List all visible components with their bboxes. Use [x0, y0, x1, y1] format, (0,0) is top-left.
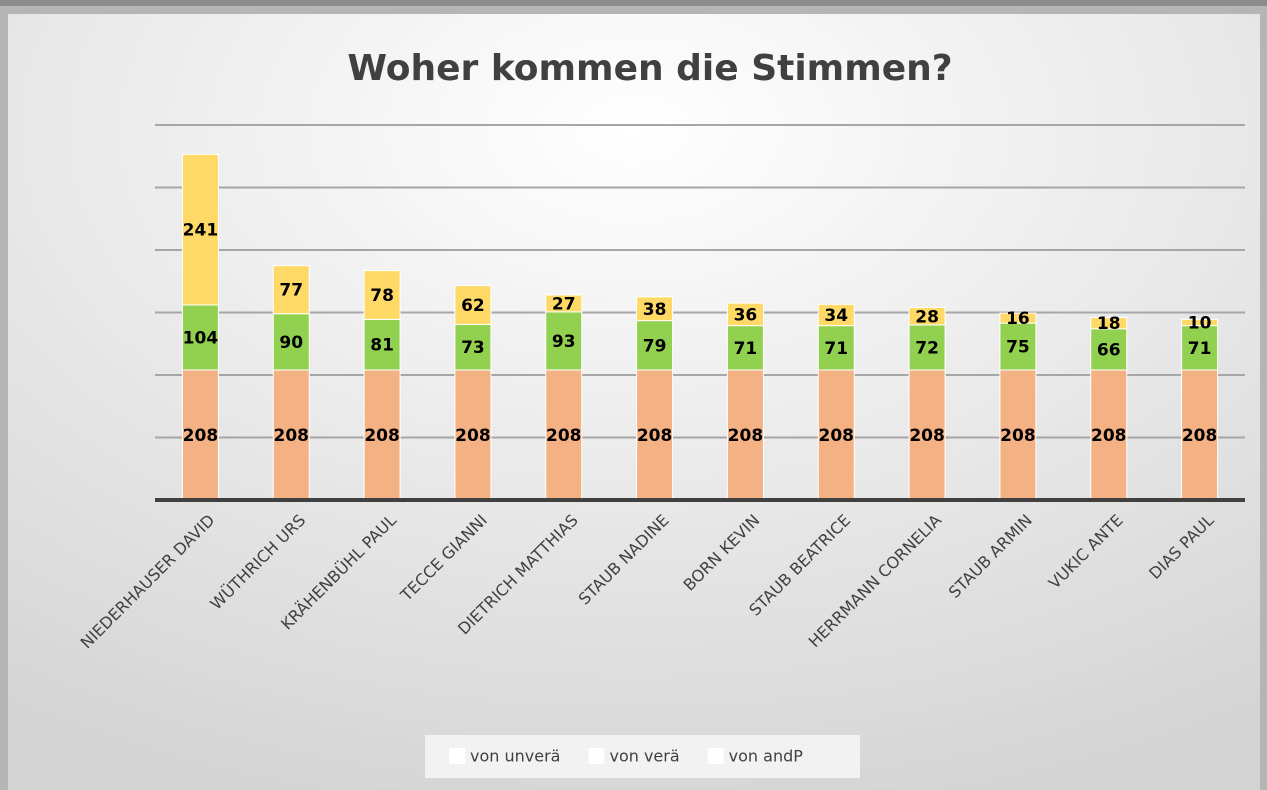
- legend-label: von andP: [729, 747, 804, 766]
- legend-swatch: [449, 748, 465, 764]
- bar-segment: [545, 294, 583, 313]
- data-label: 71: [824, 339, 848, 359]
- bar-segment: [817, 325, 855, 371]
- data-label: 16: [1006, 309, 1030, 329]
- data-label: 208: [1182, 426, 1218, 446]
- data-label: 18: [1097, 314, 1121, 334]
- legend-swatch: [707, 748, 724, 764]
- data-label: 36: [734, 305, 758, 325]
- bar-segment: [908, 307, 946, 326]
- bar-segment: [817, 303, 855, 327]
- data-label: 90: [279, 333, 303, 353]
- data-label: 78: [370, 286, 394, 306]
- bar-segment: [545, 369, 583, 501]
- data-label: 75: [1006, 338, 1030, 358]
- bar-segment: [454, 285, 492, 325]
- bar-segment: [1090, 369, 1128, 501]
- bar-segment: [181, 369, 219, 501]
- legend-label: von verä: [609, 747, 679, 766]
- bar-segment: [726, 302, 764, 327]
- data-label: 27: [552, 294, 576, 314]
- chart-title: Woher kommen die Stimmen?: [347, 48, 952, 89]
- data-label: 208: [546, 426, 582, 446]
- bar-segment: [1090, 317, 1128, 330]
- data-label: 208: [455, 426, 491, 446]
- data-label: 208: [183, 426, 219, 446]
- bar-segment: [999, 312, 1037, 324]
- bar-segment: [363, 369, 401, 501]
- data-label: 241: [183, 221, 219, 241]
- data-label: 104: [183, 329, 219, 349]
- data-label: 77: [279, 281, 303, 301]
- data-label: 208: [909, 426, 945, 446]
- data-label: 34: [824, 306, 848, 326]
- data-label: 208: [274, 426, 310, 446]
- bar-segment: [817, 369, 855, 501]
- legend-label: von unverä: [470, 747, 560, 766]
- data-label: 81: [370, 336, 394, 356]
- data-label: 208: [364, 426, 400, 446]
- legend-swatch: [588, 748, 605, 764]
- data-label: 73: [461, 338, 485, 358]
- data-label: 38: [643, 300, 667, 320]
- legend: [425, 735, 860, 778]
- data-label: 66: [1097, 340, 1121, 360]
- bar-segment: [272, 313, 310, 371]
- data-label: 72: [915, 339, 939, 359]
- data-label: 79: [643, 336, 667, 356]
- data-label: 208: [1000, 426, 1036, 446]
- data-label: 93: [552, 332, 576, 352]
- data-label: 71: [734, 339, 758, 359]
- bar-segment: [636, 320, 674, 371]
- bar-segment: [636, 296, 674, 322]
- top-strip: [0, 0, 1267, 6]
- bar-segment: [272, 265, 310, 315]
- bar-segment: [999, 369, 1037, 501]
- bar-segment: [181, 153, 219, 306]
- bar-segment: [1181, 318, 1219, 327]
- bar-segment: [272, 369, 310, 501]
- data-label: 62: [461, 296, 485, 316]
- data-label: 208: [1091, 426, 1127, 446]
- data-label: 71: [1188, 339, 1212, 359]
- bar-segment: [908, 324, 946, 371]
- bar-segment: [363, 270, 401, 320]
- data-label: 10: [1188, 314, 1212, 334]
- data-label: 208: [728, 426, 764, 446]
- data-label: 208: [637, 426, 673, 446]
- data-label: 208: [819, 426, 855, 446]
- data-label: 28: [915, 307, 939, 327]
